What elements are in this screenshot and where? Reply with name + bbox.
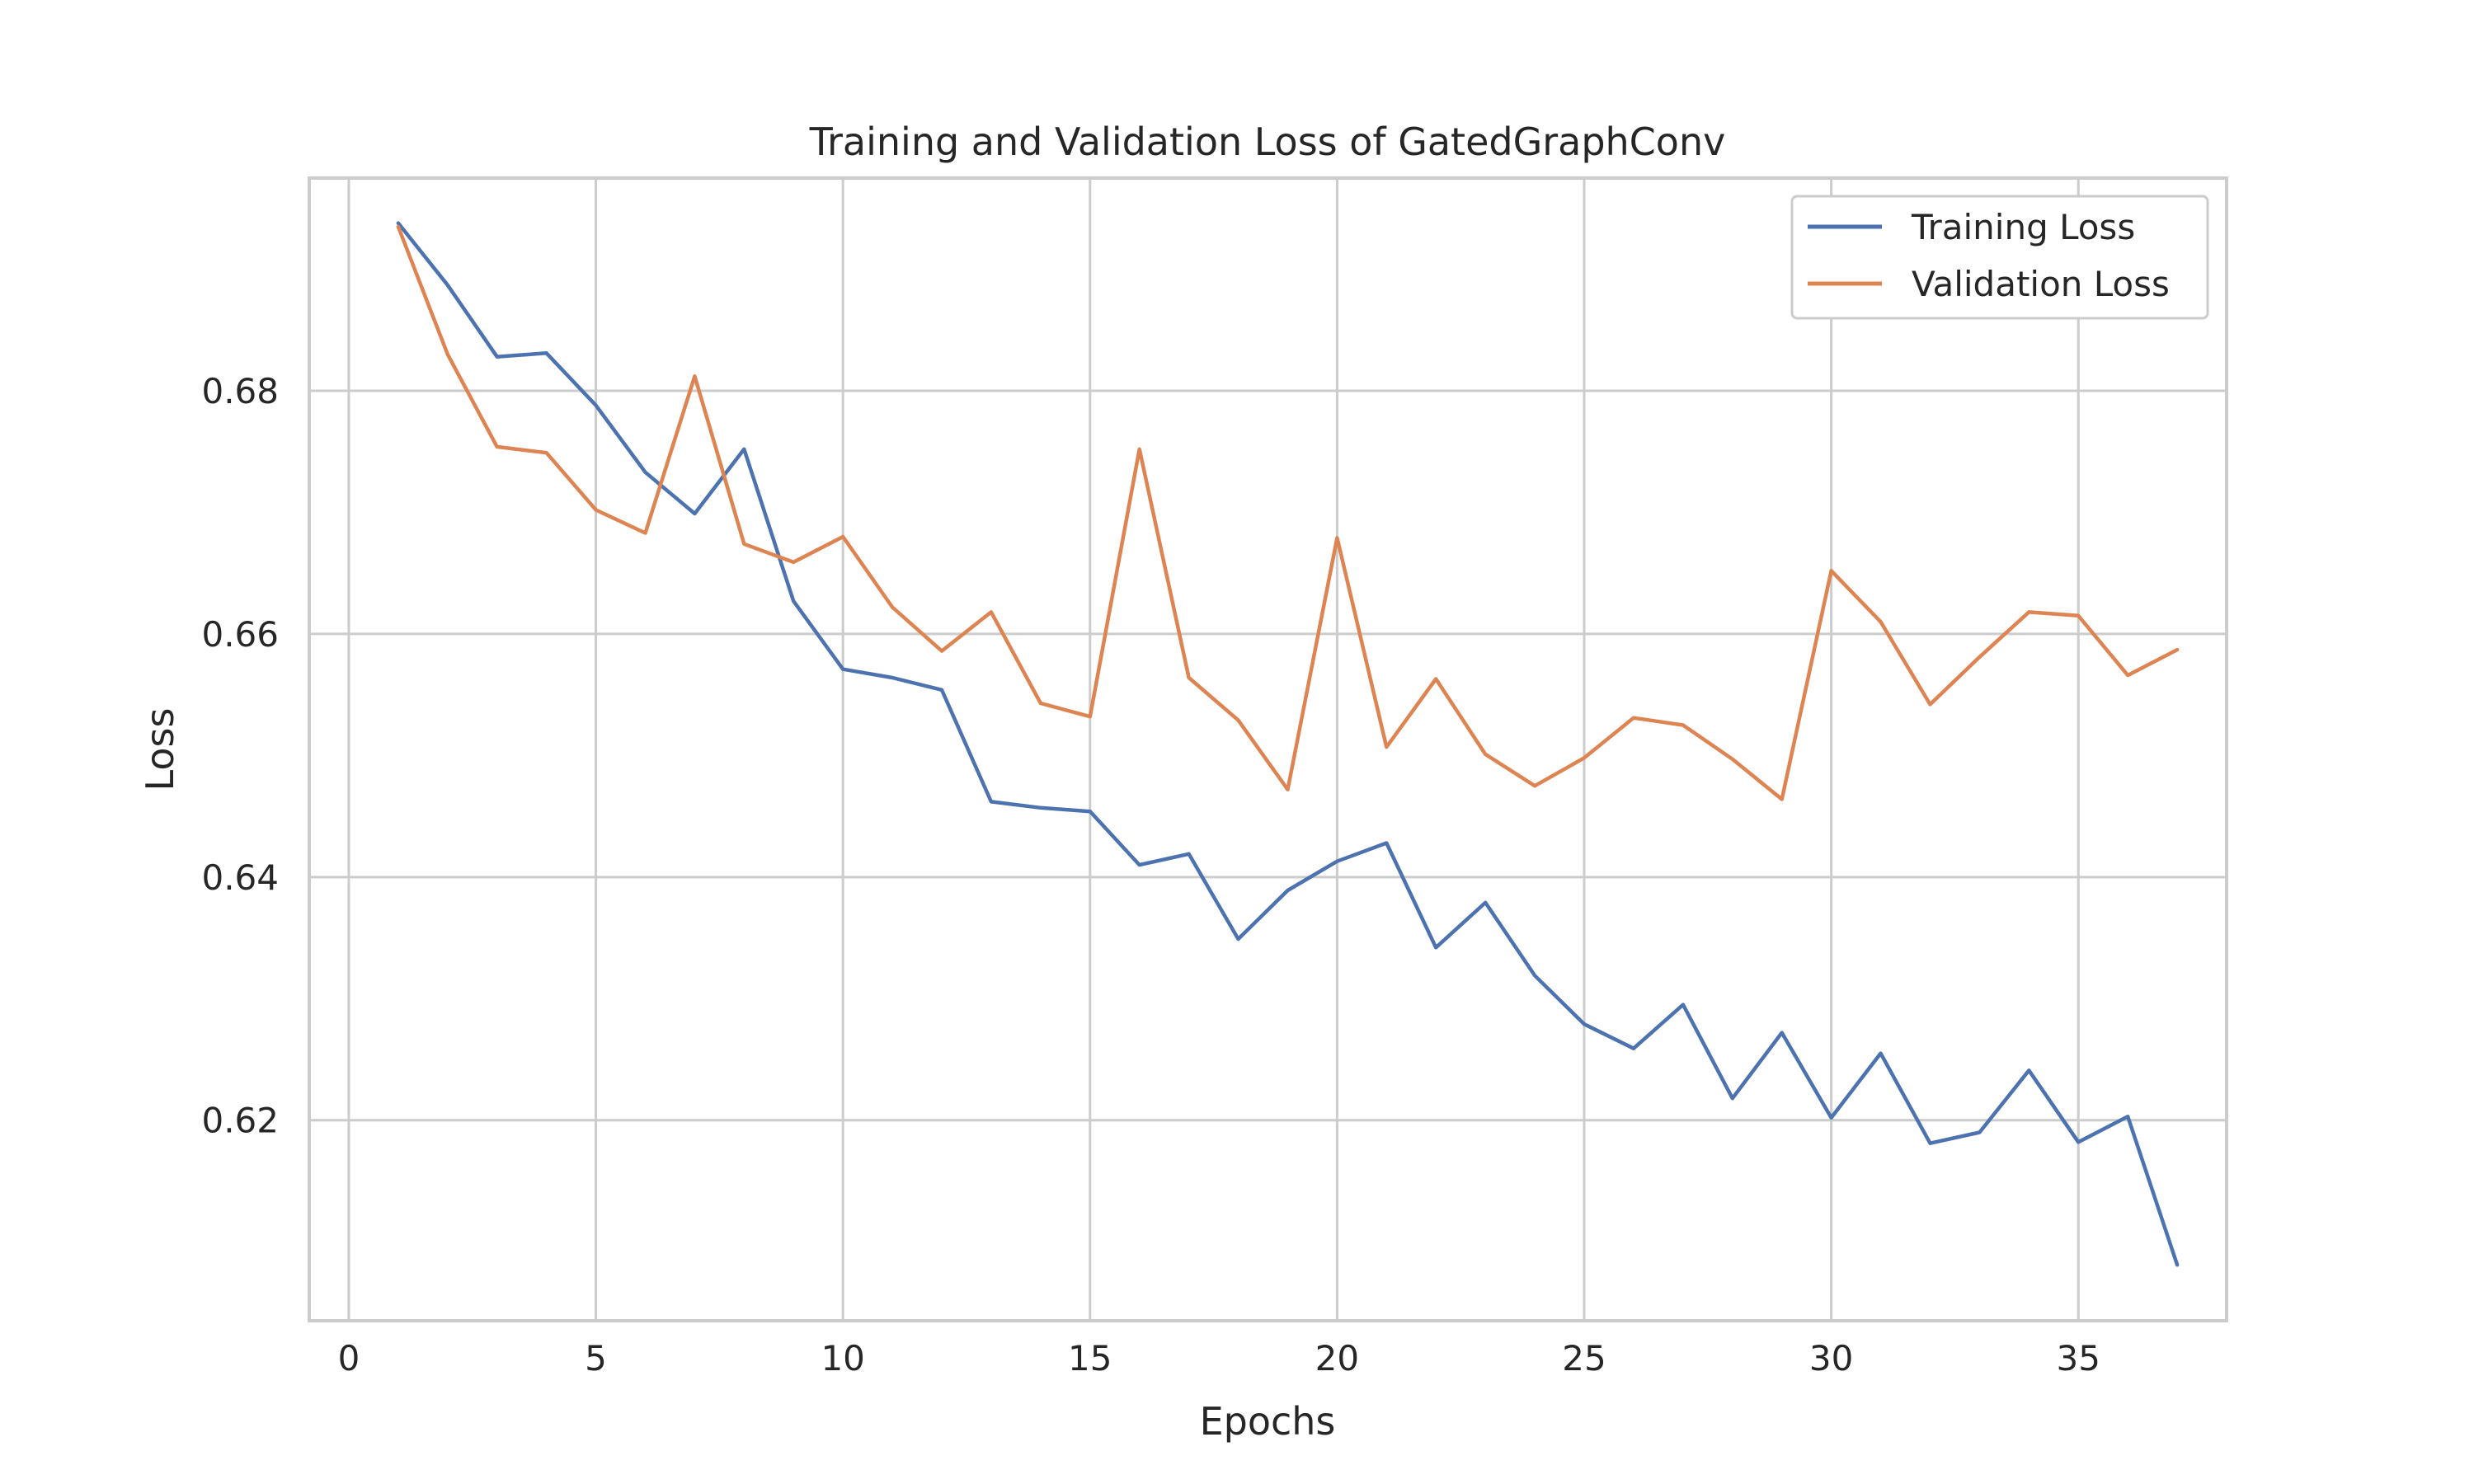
y-tick-label: 0.68 <box>201 371 279 411</box>
x-axis-label: Epochs <box>1200 1399 1336 1444</box>
grid <box>309 178 2227 1321</box>
legend-label-validation: Validation Loss <box>1912 264 2170 304</box>
legend-label-training: Training Loss <box>1911 207 2135 247</box>
x-tick-label: 0 <box>338 1338 360 1378</box>
x-tick-label: 30 <box>1809 1338 1853 1378</box>
tick-labels: 0 5 10 15 20 25 30 35 0.62 0.64 0.66 0.68 <box>201 371 2100 1378</box>
training-loss-line <box>396 221 2180 1267</box>
y-tick-label: 0.66 <box>201 614 279 655</box>
validation-loss-line <box>396 224 2180 801</box>
y-axis-label: Loss <box>138 708 182 791</box>
x-tick-label: 20 <box>1315 1338 1359 1378</box>
chart-title: Training and Validation Loss of GatedGra… <box>809 120 1726 164</box>
plot-frame <box>308 176 2228 1322</box>
legend-box <box>1790 195 2209 320</box>
x-tick-label: 25 <box>1562 1338 1606 1378</box>
x-tick-label: 10 <box>821 1338 864 1378</box>
x-tick-label: 15 <box>1068 1338 1112 1378</box>
y-tick-label: 0.62 <box>201 1101 279 1141</box>
x-tick-label: 5 <box>585 1338 607 1378</box>
legend: Training Loss Validation Loss <box>1790 195 2209 320</box>
x-tick-label: 35 <box>2057 1338 2100 1378</box>
y-tick-label: 0.64 <box>201 857 279 898</box>
series-layer <box>396 221 2180 1267</box>
